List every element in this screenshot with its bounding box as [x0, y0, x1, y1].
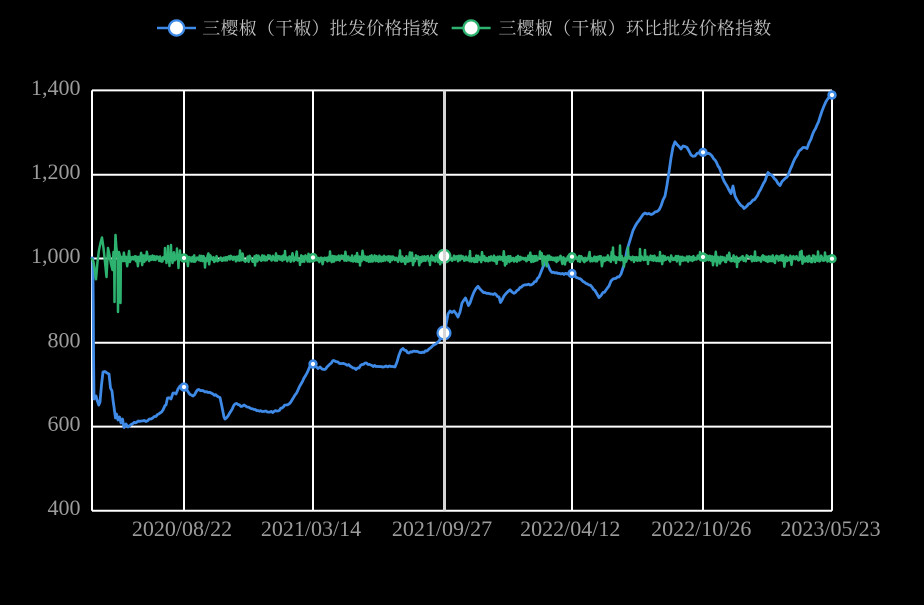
svg-text:1,400: 1,400	[31, 75, 81, 100]
svg-text:400: 400	[48, 495, 81, 520]
svg-text:2022/10/26: 2022/10/26	[651, 516, 751, 541]
svg-text:2020/08/22: 2020/08/22	[132, 516, 232, 541]
svg-text:1,200: 1,200	[31, 159, 81, 184]
svg-text:2021/09/27: 2021/09/27	[392, 516, 492, 541]
svg-text:2021/03/14: 2021/03/14	[261, 516, 361, 541]
svg-text:2023/05/23: 2023/05/23	[780, 516, 880, 541]
svg-text:600: 600	[48, 411, 81, 436]
svg-text:800: 800	[48, 327, 81, 352]
svg-text:2022/04/12: 2022/04/12	[520, 516, 620, 541]
svg-text:1,000: 1,000	[31, 243, 81, 268]
